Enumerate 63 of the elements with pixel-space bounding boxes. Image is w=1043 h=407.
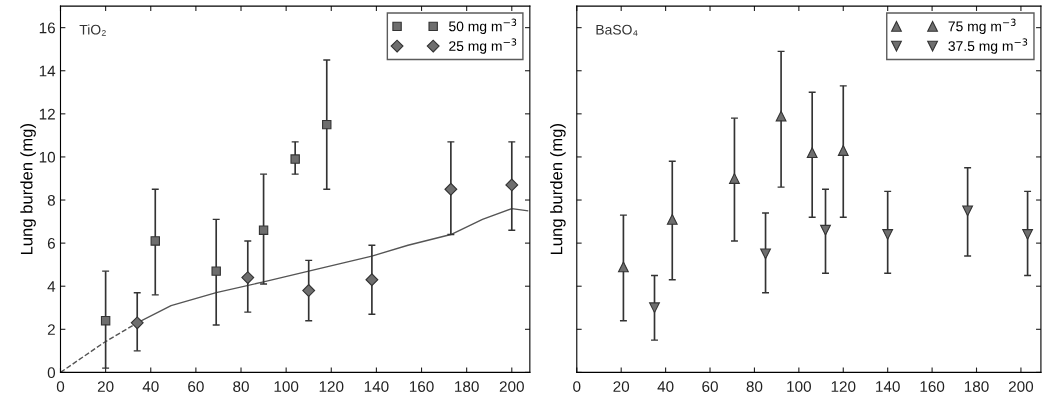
point (1022, 229, 1034, 240)
point (290, 154, 300, 164)
annotation: BaSO₄ (596, 24, 638, 36)
x-tick-label: 60 (702, 381, 718, 392)
x-tick-label: 140 (364, 381, 389, 392)
point (806, 147, 818, 159)
x-tick-label: 80 (746, 381, 763, 392)
annotation: TiO₂ (79, 24, 106, 36)
point (962, 205, 974, 217)
point (837, 145, 849, 156)
x-tick-label: 160 (920, 381, 945, 392)
legend-label: 50 mg m$^{−3}$ (449, 18, 517, 35)
x-tick-label: 120 (319, 381, 344, 392)
x-tick-label: 40 (657, 381, 674, 392)
x-tick-label: 40 (142, 381, 159, 392)
point (130, 316, 144, 330)
x-tick-label: 200 (1008, 381, 1034, 392)
point (505, 178, 519, 192)
point (649, 302, 660, 314)
point (258, 225, 269, 235)
y-axis-title: Lung burden (mg) (20, 124, 36, 255)
point (302, 284, 316, 297)
point (666, 214, 678, 225)
x-tick-label: 120 (831, 381, 856, 392)
point (882, 229, 894, 240)
legend-label: 37.5 mg m$^{−3}$ (948, 38, 1028, 54)
x-tick-label: 80 (233, 381, 249, 392)
x-tick-label: 0 (573, 381, 581, 392)
y-tick-label: 10 (39, 151, 56, 163)
y-tick-label: 4 (47, 281, 56, 292)
x-tick-label: 180 (964, 381, 989, 392)
point (365, 273, 379, 287)
point (760, 248, 771, 260)
point (322, 119, 332, 130)
point (150, 236, 160, 246)
x-tick-label: 200 (499, 381, 524, 392)
x-tick-label: 140 (876, 381, 900, 392)
point (211, 266, 221, 276)
point (444, 182, 458, 196)
legend-label: 25 mg m$^{−3}$ (449, 38, 517, 54)
x-tick-label: 180 (455, 381, 479, 392)
point (100, 315, 111, 326)
y-tick-label: 0 (47, 367, 56, 379)
x-tick-label: 100 (274, 381, 299, 392)
y-tick-label: 6 (47, 237, 55, 249)
x-tick-label: 60 (188, 381, 204, 392)
point (241, 271, 255, 285)
point (729, 173, 740, 184)
x-tick-label: 20 (613, 381, 630, 392)
x-tick-label: 100 (787, 381, 811, 392)
y-tick-label: 14 (39, 65, 56, 77)
point (617, 261, 629, 273)
point (820, 224, 831, 236)
y-tick-label: 12 (39, 108, 55, 120)
y-axis-title: Lung burden (mg) (550, 124, 566, 255)
y-tick-label: 2 (47, 324, 55, 335)
y-tick-label: 16 (39, 22, 55, 34)
x-tick-label: 160 (409, 381, 434, 392)
point (775, 110, 787, 122)
y-tick-label: 8 (47, 194, 55, 206)
x-tick-label: 20 (97, 381, 114, 392)
legend-label: 75 mg m$^{−3}$ (948, 18, 1016, 35)
x-tick-label: 0 (56, 381, 65, 392)
